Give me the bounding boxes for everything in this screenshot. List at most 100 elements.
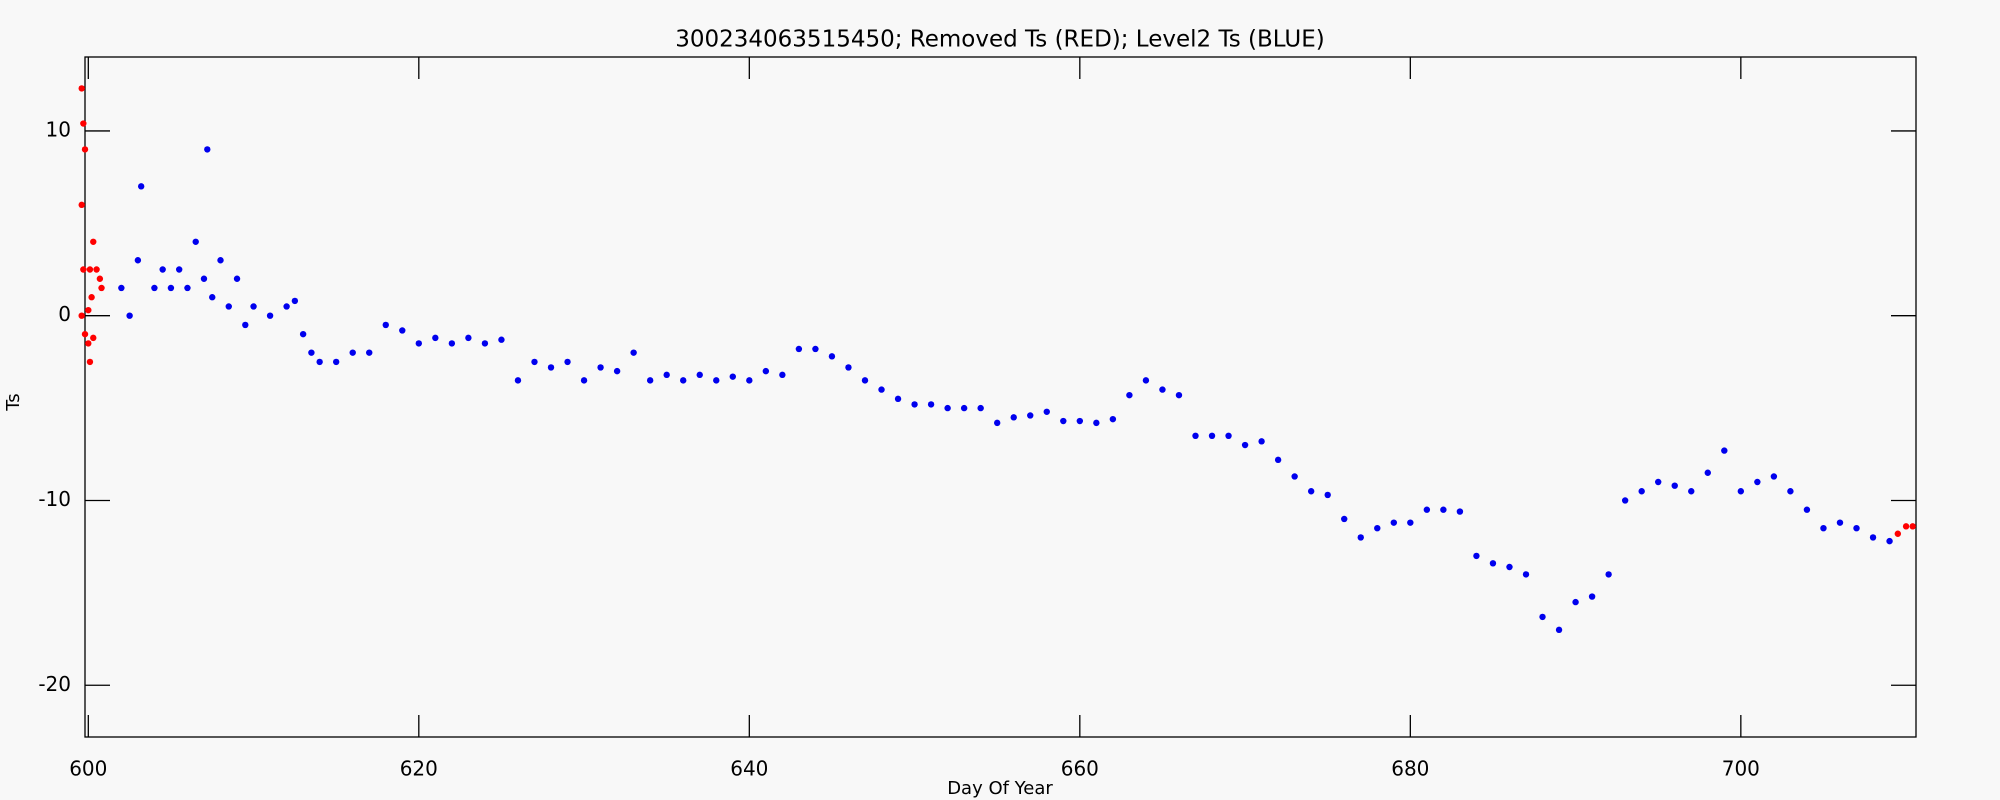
data-point xyxy=(845,364,852,371)
data-point xyxy=(1803,506,1811,513)
data-point xyxy=(580,377,588,384)
data-point xyxy=(242,321,249,329)
data-point xyxy=(1909,523,1916,530)
data-point xyxy=(1522,571,1530,578)
data-point xyxy=(1588,593,1596,600)
data-point xyxy=(1555,626,1563,634)
data-point xyxy=(1473,552,1480,560)
axes xyxy=(85,57,1916,737)
data-point xyxy=(779,371,786,379)
data-point xyxy=(944,404,951,412)
data-point xyxy=(1440,506,1447,513)
data-point xyxy=(1638,488,1645,495)
data-point xyxy=(1572,598,1579,606)
data-point xyxy=(1655,478,1662,486)
data-point xyxy=(1076,417,1084,425)
data-point xyxy=(1357,534,1364,541)
y-axis-label: Ts xyxy=(3,393,24,411)
data-point xyxy=(1605,571,1612,578)
data-point xyxy=(1489,560,1497,567)
x-tick-label: 680 xyxy=(1391,757,1429,781)
plot-frame xyxy=(84,56,1917,738)
x-tick-label: 700 xyxy=(1722,757,1760,781)
data-point xyxy=(762,367,770,375)
data-point xyxy=(93,266,100,273)
data-point xyxy=(283,303,290,310)
data-point xyxy=(1175,391,1183,399)
data-point xyxy=(1374,524,1381,532)
data-point xyxy=(795,345,803,353)
data-point xyxy=(175,266,183,273)
data-point xyxy=(1894,530,1902,537)
data-point xyxy=(597,364,604,371)
y-tick-label: -20 xyxy=(38,672,71,696)
data-point xyxy=(993,419,1001,427)
data-point xyxy=(1307,488,1315,495)
data-point xyxy=(167,284,175,292)
data-point xyxy=(266,312,274,319)
x-tick-label: 620 xyxy=(400,757,438,781)
data-point xyxy=(1109,415,1117,423)
y-tick-label: -10 xyxy=(38,487,71,511)
data-point xyxy=(465,334,472,342)
data-point xyxy=(151,284,158,292)
data-point xyxy=(1704,469,1711,476)
data-point xyxy=(85,306,92,314)
data-point xyxy=(85,340,92,347)
data-point xyxy=(88,294,95,301)
data-point xyxy=(382,321,389,329)
data-point xyxy=(448,340,456,347)
data-point xyxy=(1869,534,1877,541)
data-point xyxy=(86,358,94,366)
data-point xyxy=(126,312,133,319)
data-point xyxy=(1423,506,1431,513)
data-point xyxy=(1258,438,1265,445)
x-tick-label: 640 xyxy=(730,757,768,781)
data-point xyxy=(1506,563,1513,571)
data-point xyxy=(613,367,621,375)
data-point xyxy=(184,284,191,292)
x-tick-label: 660 xyxy=(1061,757,1099,781)
data-point xyxy=(78,85,85,92)
data-point xyxy=(960,404,968,412)
data-point xyxy=(1010,414,1017,421)
data-point xyxy=(746,377,753,384)
data-point xyxy=(415,340,423,347)
data-point xyxy=(481,340,489,347)
data-point xyxy=(1241,441,1249,449)
data-point xyxy=(200,275,208,282)
data-point xyxy=(729,373,736,380)
data-point xyxy=(514,377,522,384)
data-point xyxy=(878,386,885,393)
data-point xyxy=(1902,523,1910,530)
data-point xyxy=(1853,524,1860,532)
data-point xyxy=(1060,417,1067,425)
data-point xyxy=(564,358,571,366)
data-point xyxy=(291,297,299,305)
data-point xyxy=(1093,419,1100,427)
data-point xyxy=(1274,456,1282,464)
data-point xyxy=(233,275,241,282)
data-point xyxy=(250,303,257,310)
data-point xyxy=(134,257,142,264)
data-point xyxy=(1126,391,1133,399)
data-point xyxy=(1159,386,1166,393)
data-point xyxy=(1291,473,1298,480)
data-point xyxy=(1721,447,1728,454)
data-point xyxy=(137,183,145,190)
data-point xyxy=(1142,377,1150,384)
data-point xyxy=(630,349,637,356)
data-point xyxy=(498,336,505,343)
data-point xyxy=(192,238,199,245)
data-point xyxy=(366,349,373,356)
data-point xyxy=(911,401,918,408)
data-point xyxy=(1621,497,1629,504)
data-point xyxy=(1787,488,1794,495)
data-point xyxy=(1043,408,1050,415)
x-axis-label: Day Of Year xyxy=(947,778,1053,799)
data-point xyxy=(812,345,819,353)
data-point xyxy=(1407,519,1414,526)
data-point xyxy=(96,275,104,282)
y-tick-label: 0 xyxy=(58,302,71,326)
